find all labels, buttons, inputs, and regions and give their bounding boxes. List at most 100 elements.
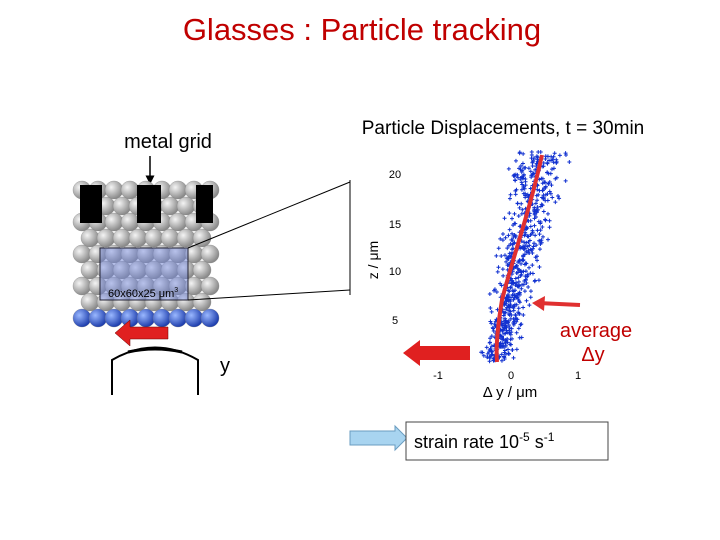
cross <box>492 287 497 292</box>
cross <box>502 216 507 221</box>
strain-exponent: -1 <box>544 430 555 444</box>
cross <box>501 273 506 278</box>
cross <box>516 292 521 297</box>
particle <box>200 244 220 264</box>
cross <box>523 232 528 237</box>
cross <box>533 278 538 283</box>
particle <box>200 276 220 296</box>
cross <box>547 189 552 194</box>
cross <box>512 302 517 307</box>
plot-y-tick-label: 20 <box>389 169 401 181</box>
plot-title: Particle Displacements, t = 30min <box>362 118 644 139</box>
particle <box>72 276 92 296</box>
cross <box>528 218 533 223</box>
cross <box>509 295 514 300</box>
cross <box>535 198 540 203</box>
cross <box>541 164 546 169</box>
cross <box>488 336 493 341</box>
shear-arrow <box>114 319 169 347</box>
direction-arrow <box>403 340 470 366</box>
cross <box>549 167 554 172</box>
cross <box>500 323 505 328</box>
particle <box>128 228 148 248</box>
strain-box <box>405 421 609 461</box>
cross <box>531 208 536 213</box>
cross <box>504 259 509 264</box>
cross <box>553 200 558 205</box>
cross <box>499 352 504 357</box>
zoom-line <box>187 181 351 249</box>
cross <box>541 196 546 201</box>
cross <box>530 251 535 256</box>
cross <box>514 347 519 352</box>
cross <box>515 295 520 300</box>
cross <box>526 166 531 171</box>
cross <box>519 322 524 327</box>
cross <box>546 237 551 242</box>
cross <box>528 295 533 300</box>
cross <box>494 289 499 294</box>
cross <box>500 328 505 333</box>
cross <box>500 337 505 342</box>
particle <box>200 308 220 328</box>
cross <box>537 238 542 243</box>
cross <box>512 293 517 298</box>
cross <box>525 226 530 231</box>
cross <box>528 224 533 229</box>
cross <box>525 234 530 239</box>
cross <box>545 160 550 165</box>
cross <box>547 218 552 223</box>
cross <box>550 195 555 200</box>
cross <box>567 159 572 164</box>
cross <box>513 276 518 281</box>
cross <box>519 211 524 216</box>
cross <box>521 282 526 287</box>
cross <box>523 165 528 170</box>
cross <box>537 232 542 237</box>
cross <box>528 169 533 174</box>
cross <box>515 317 520 322</box>
cross <box>513 172 518 177</box>
cross <box>513 192 518 197</box>
cross <box>515 284 520 289</box>
cross <box>551 160 556 165</box>
cross <box>508 337 513 342</box>
cross <box>537 265 542 270</box>
particle <box>192 292 212 312</box>
cross <box>519 335 524 340</box>
annotation-symbol: Δy <box>581 344 604 366</box>
cross <box>481 353 486 358</box>
cross <box>524 298 529 303</box>
cross <box>519 201 524 206</box>
average-curve <box>494 154 544 363</box>
cross <box>491 328 496 333</box>
cross <box>535 205 540 210</box>
cross <box>484 345 489 350</box>
objective-lens <box>127 347 183 354</box>
cross <box>512 211 517 216</box>
plot-x-label: Δ y / μm <box>483 384 538 401</box>
cross <box>524 225 529 230</box>
cross <box>503 316 508 321</box>
cross <box>521 184 526 189</box>
cross <box>505 263 510 268</box>
cross <box>519 187 524 192</box>
cross <box>510 231 515 236</box>
cross <box>506 347 511 352</box>
cross <box>513 288 518 293</box>
cross <box>479 350 484 355</box>
particle <box>168 180 188 200</box>
cross <box>519 286 524 291</box>
particle <box>152 308 172 328</box>
cross <box>545 170 550 175</box>
particle <box>80 260 100 280</box>
cross <box>535 258 540 263</box>
cross <box>490 352 495 357</box>
cross <box>507 289 512 294</box>
cross <box>508 285 513 290</box>
cross <box>540 224 545 229</box>
cross <box>517 151 522 156</box>
cross <box>523 277 528 282</box>
cross <box>506 303 511 308</box>
